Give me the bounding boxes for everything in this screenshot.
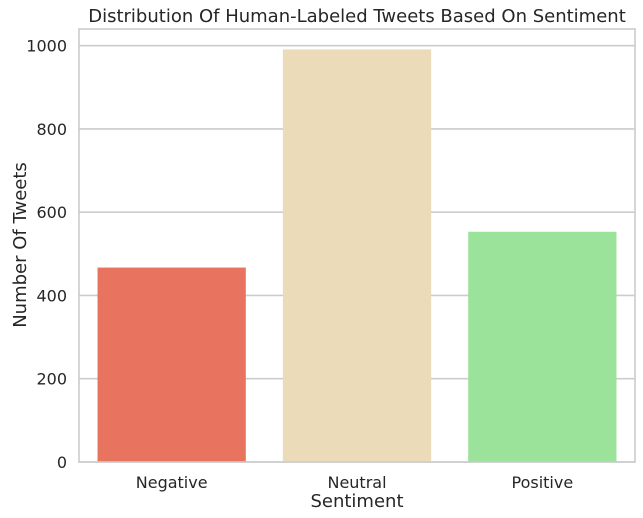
y-axis-label: Number Of Tweets [10,162,31,328]
x-tick-label-positive: Positive [511,473,573,492]
y-tick-label: 800 [36,120,67,139]
y-tick-label: 600 [36,203,67,222]
chart-title: Distribution Of Human-Labeled Tweets Bas… [88,6,626,27]
bars [97,49,617,462]
bar-negative [97,267,246,462]
y-axis-ticks: 0 200 400 600 800 1000 [26,37,67,472]
x-axis-label: Sentiment [310,491,403,512]
y-tick-label: 0 [57,453,67,472]
plot-frame [78,28,636,463]
x-tick-label-neutral: Neutral [327,473,386,492]
bar-neutral [282,49,432,462]
y-tick-label: 200 [36,370,67,389]
y-tick-label: 1000 [26,37,67,56]
x-axis-ticks: Negative Neutral Positive [136,473,573,492]
y-tick-label: 400 [36,286,67,305]
x-tick-label-negative: Negative [136,473,208,492]
bar-positive [468,231,617,462]
